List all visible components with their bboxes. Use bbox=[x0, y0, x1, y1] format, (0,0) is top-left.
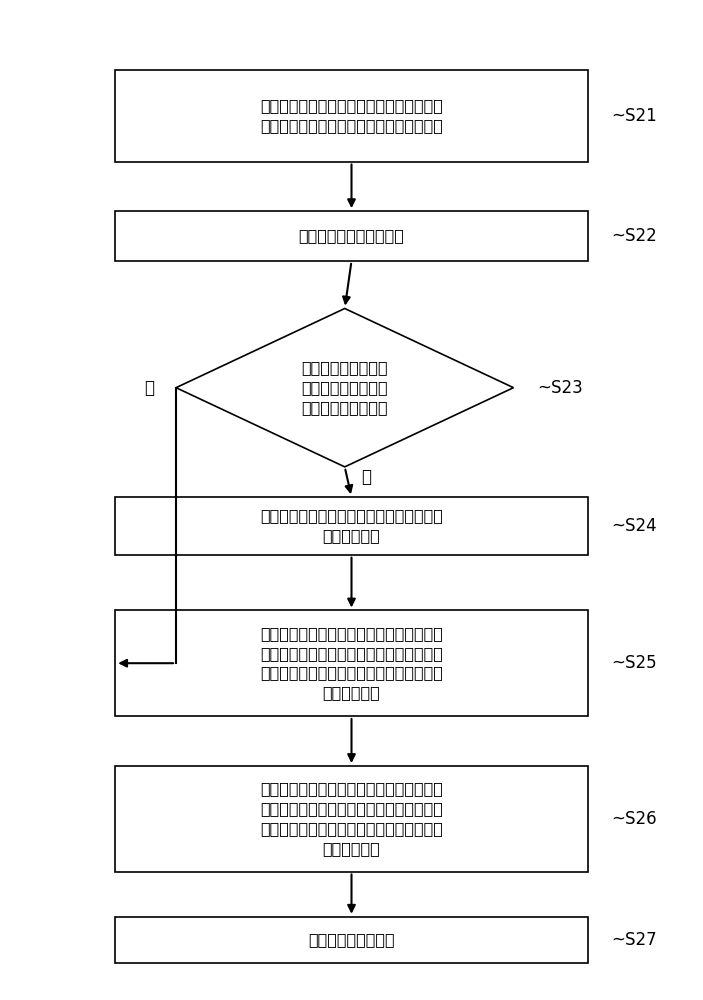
Text: ~S26: ~S26 bbox=[612, 810, 657, 828]
Bar bbox=[115, 610, 588, 716]
Text: ~S23: ~S23 bbox=[537, 379, 583, 397]
Text: 预定线程检测任务请求包含的优先级标识，
并根据优先级标识由高到低依次处理消息队
列中任务请求包括的任务，并加载处理任务
所产生的数据: 预定线程检测任务请求包含的优先级标识， 并根据优先级标识由高到低依次处理消息队 … bbox=[260, 782, 443, 856]
Text: ~S22: ~S22 bbox=[612, 227, 657, 245]
Text: ~S25: ~S25 bbox=[612, 654, 657, 672]
Bar bbox=[115, 70, 588, 162]
Bar bbox=[115, 766, 588, 872]
Text: ~S24: ~S24 bbox=[612, 517, 657, 535]
Text: 否: 否 bbox=[361, 468, 372, 486]
Text: ~S27: ~S27 bbox=[612, 931, 657, 949]
Text: 根据映射关系判断任
务请求包括的任务是
否能被预定线程处理: 根据映射关系判断任 务请求包括的任务是 否能被预定线程处理 bbox=[302, 360, 388, 415]
Bar bbox=[115, 917, 588, 963]
Text: 检测任务请求中包含的优先级标识，将优先
级标识最高的任务请求加入预定线程的消息
队列的最前面，其中消息队列用于存储待处
理的任务请求: 检测任务请求中包含的优先级标识，将优先 级标识最高的任务请求加入预定线程的消息 … bbox=[260, 626, 443, 700]
Polygon shape bbox=[176, 308, 513, 467]
Text: ~S21: ~S21 bbox=[612, 107, 657, 125]
Bar bbox=[115, 211, 588, 261]
Bar bbox=[115, 497, 588, 555]
Text: 是: 是 bbox=[144, 379, 154, 397]
Text: 接收用户提交的任务请求: 接收用户提交的任务请求 bbox=[299, 229, 404, 243]
Text: 显示所述加载的数据: 显示所述加载的数据 bbox=[308, 932, 395, 947]
Text: 将任务请求加入能够处理该任务的后台线程
的消息队列中: 将任务请求加入能够处理该任务的后台线程 的消息队列中 bbox=[260, 509, 443, 543]
Text: 预先构建缓存池，所述缓存池中存储有预定
线程与预定线程能够处理的任务的映射关系: 预先构建缓存池，所述缓存池中存储有预定 线程与预定线程能够处理的任务的映射关系 bbox=[260, 99, 443, 133]
